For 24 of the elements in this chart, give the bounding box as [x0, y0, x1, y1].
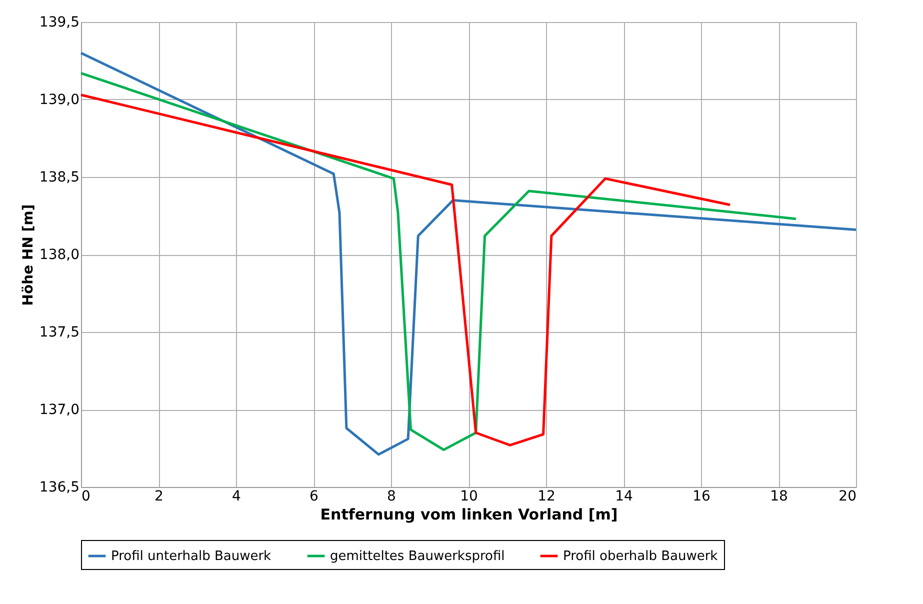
y-axis-title: Höhe HN [m]: [20, 204, 36, 306]
x-tick-label: 12: [538, 488, 556, 504]
y-tick-label: 139,5: [39, 14, 80, 30]
x-tick-label: 14: [615, 488, 633, 504]
x-tick-label: 2: [154, 488, 164, 504]
y-tick-label: 137,0: [39, 402, 80, 418]
y-tick-label: 138,0: [39, 247, 80, 263]
y-tick-label: 136,5: [39, 480, 80, 496]
x-tick-label: 8: [387, 488, 396, 504]
y-tick-label: 137,5: [39, 324, 80, 340]
x-tick-label: 4: [232, 488, 242, 504]
x-tick-label: 18: [770, 488, 788, 504]
y-tick-label: 139,0: [39, 92, 80, 108]
x-tick-label: 10: [460, 488, 478, 504]
x-tick-label: 0: [82, 488, 90, 504]
x-tick-label: 6: [310, 488, 319, 504]
legend-label: Profil oberhalb Bauwerk: [563, 549, 718, 564]
x-tick-label: 16: [692, 488, 710, 504]
x-axis-title: Entfernung vom linken Vorland [m]: [320, 506, 618, 524]
legend-label: gemitteltes Bauwerksprofil: [330, 549, 505, 564]
y-tick-label: 138,5: [39, 170, 80, 186]
line-series: [80, 94, 732, 446]
legend-label: Profil unterhalb Bauwerk: [111, 549, 272, 564]
x-tick-label: 20: [838, 488, 856, 504]
